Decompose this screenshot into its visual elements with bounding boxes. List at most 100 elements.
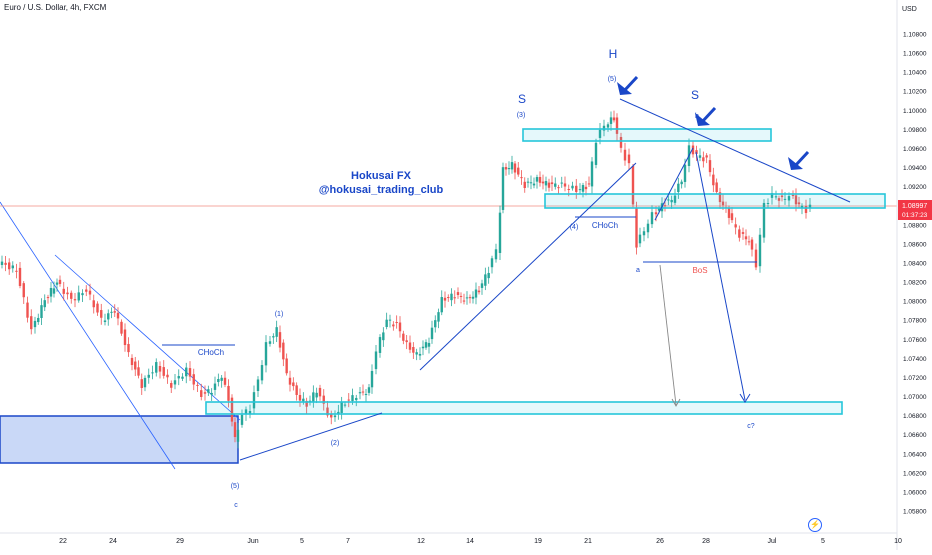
candle-body [523,181,526,188]
candle-body [22,283,25,298]
bos-label: BoS [692,266,707,275]
wave-2-label: (2) [331,440,340,447]
candle-body [683,164,687,182]
candle-body [456,292,460,295]
candle-body [654,212,658,215]
candle-body [367,387,371,393]
y-tick-label: 1.09800 [903,127,927,134]
candle-body [358,392,362,394]
candle-body [730,213,734,221]
candle-body [260,365,264,381]
candle-body [123,329,127,346]
candle-body [615,117,619,134]
candle-body [766,202,770,204]
candle-body [459,295,463,297]
axis-currency-label: USD [902,6,917,13]
candle-body [318,387,322,397]
candle-body [480,283,484,288]
candle-body [434,320,437,328]
candle-body [462,300,466,302]
candle-body [571,185,574,189]
choch-left-label: CHoCh [198,348,224,357]
candle-body [188,368,192,377]
candle-body [758,234,762,267]
blue-down-arrow-icon [617,82,632,95]
candle-body [443,297,447,301]
candle-body [541,181,545,184]
candle-body [162,367,165,376]
candle-body [100,310,103,318]
y-tick-label: 1.10000 [903,108,927,115]
candle-body [797,202,801,205]
measure-arrow-line [659,264,677,406]
left-shoulder-label: S [518,92,526,106]
candle-body [236,429,240,442]
x-tick-label: 21 [584,538,592,545]
x-tick-label: 22 [59,538,67,545]
candle-body [642,231,646,236]
candle-body [430,327,434,340]
candle-body [567,188,570,190]
candle-body [532,183,536,186]
candle-body [447,297,450,299]
candle-body [501,167,505,210]
candle-body [33,320,37,328]
candle-body [282,342,285,360]
candle-body [395,321,398,324]
candle-body [340,402,343,413]
demand-zone [0,415,239,464]
x-tick-label: 24 [109,538,117,545]
candle-body [638,234,642,244]
candle-body [418,353,422,356]
x-tick-label: Jul [768,538,777,545]
candle-body [437,312,440,322]
blue-down-arrow-icon [700,106,717,124]
candle-body [504,167,508,170]
candle-body [52,288,56,294]
candle-body [185,367,188,377]
candle-body [315,392,318,398]
y-tick-label: 1.05800 [903,509,927,516]
candle-body [547,182,551,188]
candle-body [762,202,766,238]
candle-body [646,223,650,233]
candle-body [783,198,787,200]
candle-body [351,395,354,402]
candle-body [494,249,498,260]
candle-body [673,195,677,203]
target-arrow-head [739,393,751,403]
blue-down-arrow-icon [793,150,810,168]
candle-body [295,385,298,395]
blue-down-arrow-icon [622,75,639,93]
candle-body [408,342,412,350]
candle-body [465,297,469,299]
y-tick-label: 1.08200 [903,280,927,287]
candle-body [120,321,123,334]
candle-body [151,372,154,374]
candle-body [333,415,337,418]
wave-a-label: a [636,267,640,274]
head-label: H [609,47,618,61]
candle-body [747,241,751,243]
candle-body [744,236,748,240]
lightning-icon[interactable]: ⚡ [808,518,822,532]
candle-body [578,189,582,191]
candle-body [712,174,715,186]
candle-body [487,272,490,279]
candle-body [96,303,99,313]
candle-body [272,336,275,338]
candle-body [557,187,560,189]
x-tick-label: 14 [466,538,474,545]
candle-body [343,404,347,406]
candle-body [55,282,59,285]
candle-body [770,193,774,198]
candle-body [520,177,523,179]
channel-upper-line [54,254,241,421]
candle-body [312,392,315,402]
candle-body [326,407,329,416]
y-tick-label: 1.08400 [903,260,927,267]
candle-body [181,376,184,379]
y-tick-label: 1.10200 [903,89,927,96]
